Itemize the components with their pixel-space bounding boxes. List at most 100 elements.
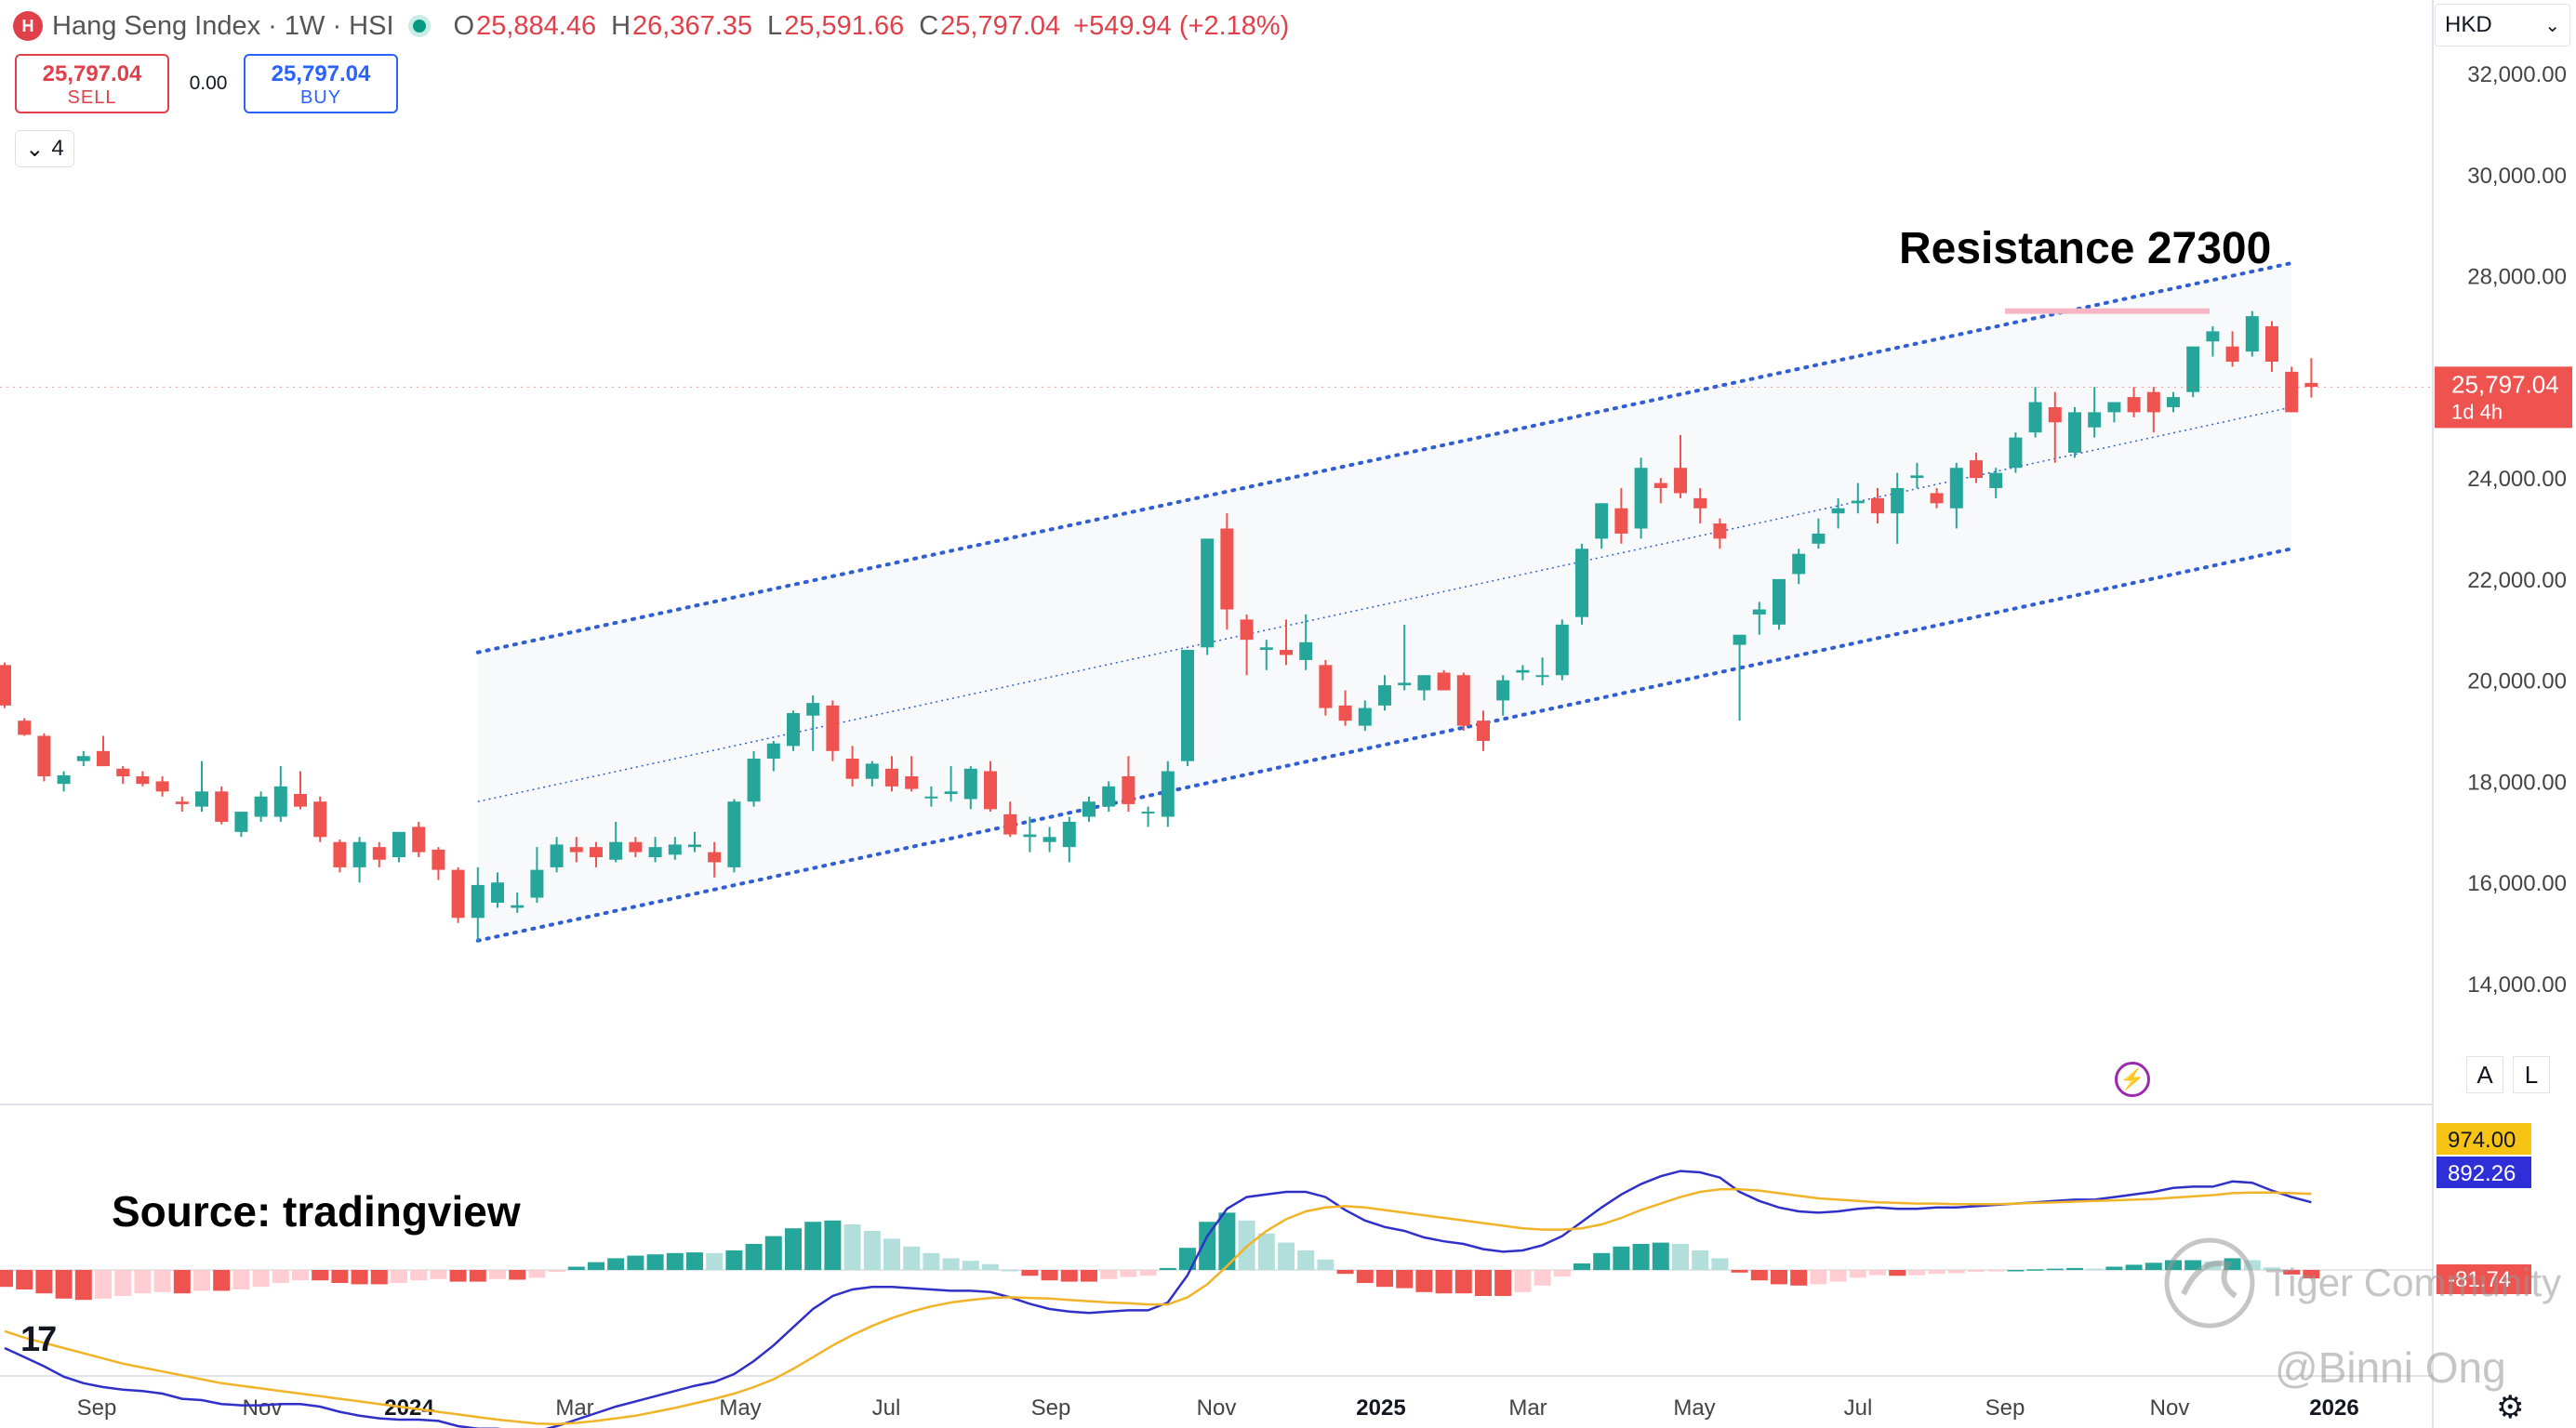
candle-body [1398, 682, 1412, 686]
candle-body [1240, 619, 1254, 641]
macd-histogram-bar [1553, 1270, 1571, 1276]
candle-body [1181, 650, 1194, 761]
community-watermark: Tiger Community [2265, 1261, 2562, 1304]
candle-body [1201, 538, 1215, 648]
candle-body [333, 841, 347, 867]
high-label: H [611, 10, 631, 41]
sell-button[interactable]: 25,797.04 SELL [15, 54, 169, 113]
sell-price: 25,797.04 [42, 61, 142, 86]
macd-histogram-bar [1514, 1270, 1532, 1292]
macd-histogram-bar [2264, 1267, 2280, 1270]
currency-select[interactable]: HKD ⌄ [2435, 4, 2570, 46]
auto-scale-button[interactable]: A [2466, 1056, 2503, 1093]
macd-histogram-bar [55, 1270, 73, 1299]
candle-body [2285, 371, 2299, 413]
macd-histogram-bar [646, 1254, 664, 1270]
candle-body [1614, 508, 1628, 534]
chevron-down-icon: ⌄ [25, 136, 45, 162]
candle-body [234, 812, 248, 832]
candle-body [590, 847, 603, 858]
macd-histogram-bar [1317, 1259, 1334, 1270]
alert-bolt-icon[interactable]: ⚡ [2115, 1062, 2150, 1097]
candle-body [511, 905, 524, 908]
y-tick-label: 24,000.00 [2467, 467, 2567, 492]
macd-histogram-bar [962, 1261, 979, 1270]
macd-histogram-bar [2165, 1260, 2182, 1270]
x-tick-label: May [1673, 1395, 1715, 1421]
log-scale-button[interactable]: L [2513, 1056, 2550, 1093]
candle-body [2088, 412, 2102, 428]
candle-body [491, 882, 504, 903]
candle-body [550, 844, 564, 867]
candle-body [1259, 647, 1273, 651]
macd-histogram-bar [370, 1270, 388, 1285]
chart-header: H Hang Seng Index · 1W · HSI O 25,884.46 … [13, 7, 1289, 45]
candle-body [845, 758, 859, 779]
indicators-toggle-button[interactable]: ⌄ 4 [15, 130, 74, 167]
macd-histogram-bar [1475, 1270, 1492, 1296]
y-tick-label: 14,000.00 [2467, 972, 2567, 998]
macd-histogram-bar [1771, 1270, 1787, 1285]
macd-histogram-bar [1790, 1270, 1808, 1286]
macd-histogram-bar [2283, 1270, 2301, 1275]
macd-histogram-bar [1829, 1270, 1847, 1282]
low-value: 25,591.66 [784, 10, 905, 41]
candle-body [1338, 705, 1352, 721]
candle-body [727, 801, 741, 867]
candle-body [1733, 634, 1746, 645]
macd-histogram-bar [74, 1270, 92, 1301]
candle-body [2146, 391, 2160, 413]
macd-value-label: 892.26 [2448, 1161, 2516, 1186]
candle-body [1042, 837, 1056, 842]
symbol-title[interactable]: Hang Seng Index · 1W · HSI [52, 10, 394, 41]
macd-histogram-bar [1356, 1270, 1374, 1283]
macd-histogram-bar [607, 1258, 625, 1270]
candle-body [2127, 397, 2141, 413]
source-annotation: Source: tradingview [112, 1187, 521, 1236]
candle-body [1535, 675, 1549, 678]
macd-histogram-bar [1849, 1270, 1866, 1278]
indicator-count: 4 [51, 136, 64, 161]
candle-body [2048, 406, 2062, 423]
candle-body [1773, 578, 1786, 625]
open-value: 25,884.46 [476, 10, 597, 41]
x-tick-label: Sep [1985, 1395, 2025, 1421]
macd-histogram-bar [1060, 1270, 1078, 1282]
macd-histogram-bar [1494, 1270, 1512, 1296]
macd-histogram-bar [1869, 1270, 1886, 1276]
histogram-value-box [2437, 1264, 2531, 1294]
candle-body [1871, 497, 1884, 514]
channel-upper-line [475, 260, 2294, 654]
macd-histogram-bar [213, 1270, 231, 1291]
candle-body [0, 665, 11, 706]
x-tick-label: May [719, 1395, 761, 1421]
macd-histogram-bar [883, 1238, 900, 1270]
candle-body [136, 776, 150, 785]
buy-price: 25,797.04 [271, 61, 371, 86]
candle-body [668, 844, 682, 855]
candle-body [2245, 316, 2259, 352]
macd-histogram-bar [1987, 1270, 2005, 1272]
macd-histogram-bar [2007, 1270, 2025, 1272]
candle-body [1693, 497, 1707, 509]
signal-value-label: 974.00 [2448, 1128, 2516, 1153]
tradingview-logo-icon[interactable]: 17 [20, 1320, 57, 1359]
settings-gear-icon[interactable]: ⚙ [2496, 1390, 2525, 1425]
candle-body [1989, 472, 2003, 488]
macd-histogram-bar [469, 1270, 486, 1282]
candle-body [1575, 549, 1588, 617]
macd-histogram-bar [1711, 1258, 1729, 1270]
candle-body [1653, 483, 1667, 488]
y-tick-label: 28,000.00 [2467, 265, 2567, 290]
candle-body [18, 721, 32, 735]
buy-button[interactable]: 25,797.04 BUY [244, 54, 398, 113]
candle-body [195, 791, 208, 807]
macd-histogram-bar [232, 1270, 250, 1289]
macd-histogram-bar [1278, 1242, 1295, 1270]
tiger-logo-icon [2164, 1237, 2255, 1329]
macd-histogram-bar [2184, 1260, 2202, 1270]
candle-body [1023, 834, 1037, 838]
candle-body [2068, 412, 2081, 453]
